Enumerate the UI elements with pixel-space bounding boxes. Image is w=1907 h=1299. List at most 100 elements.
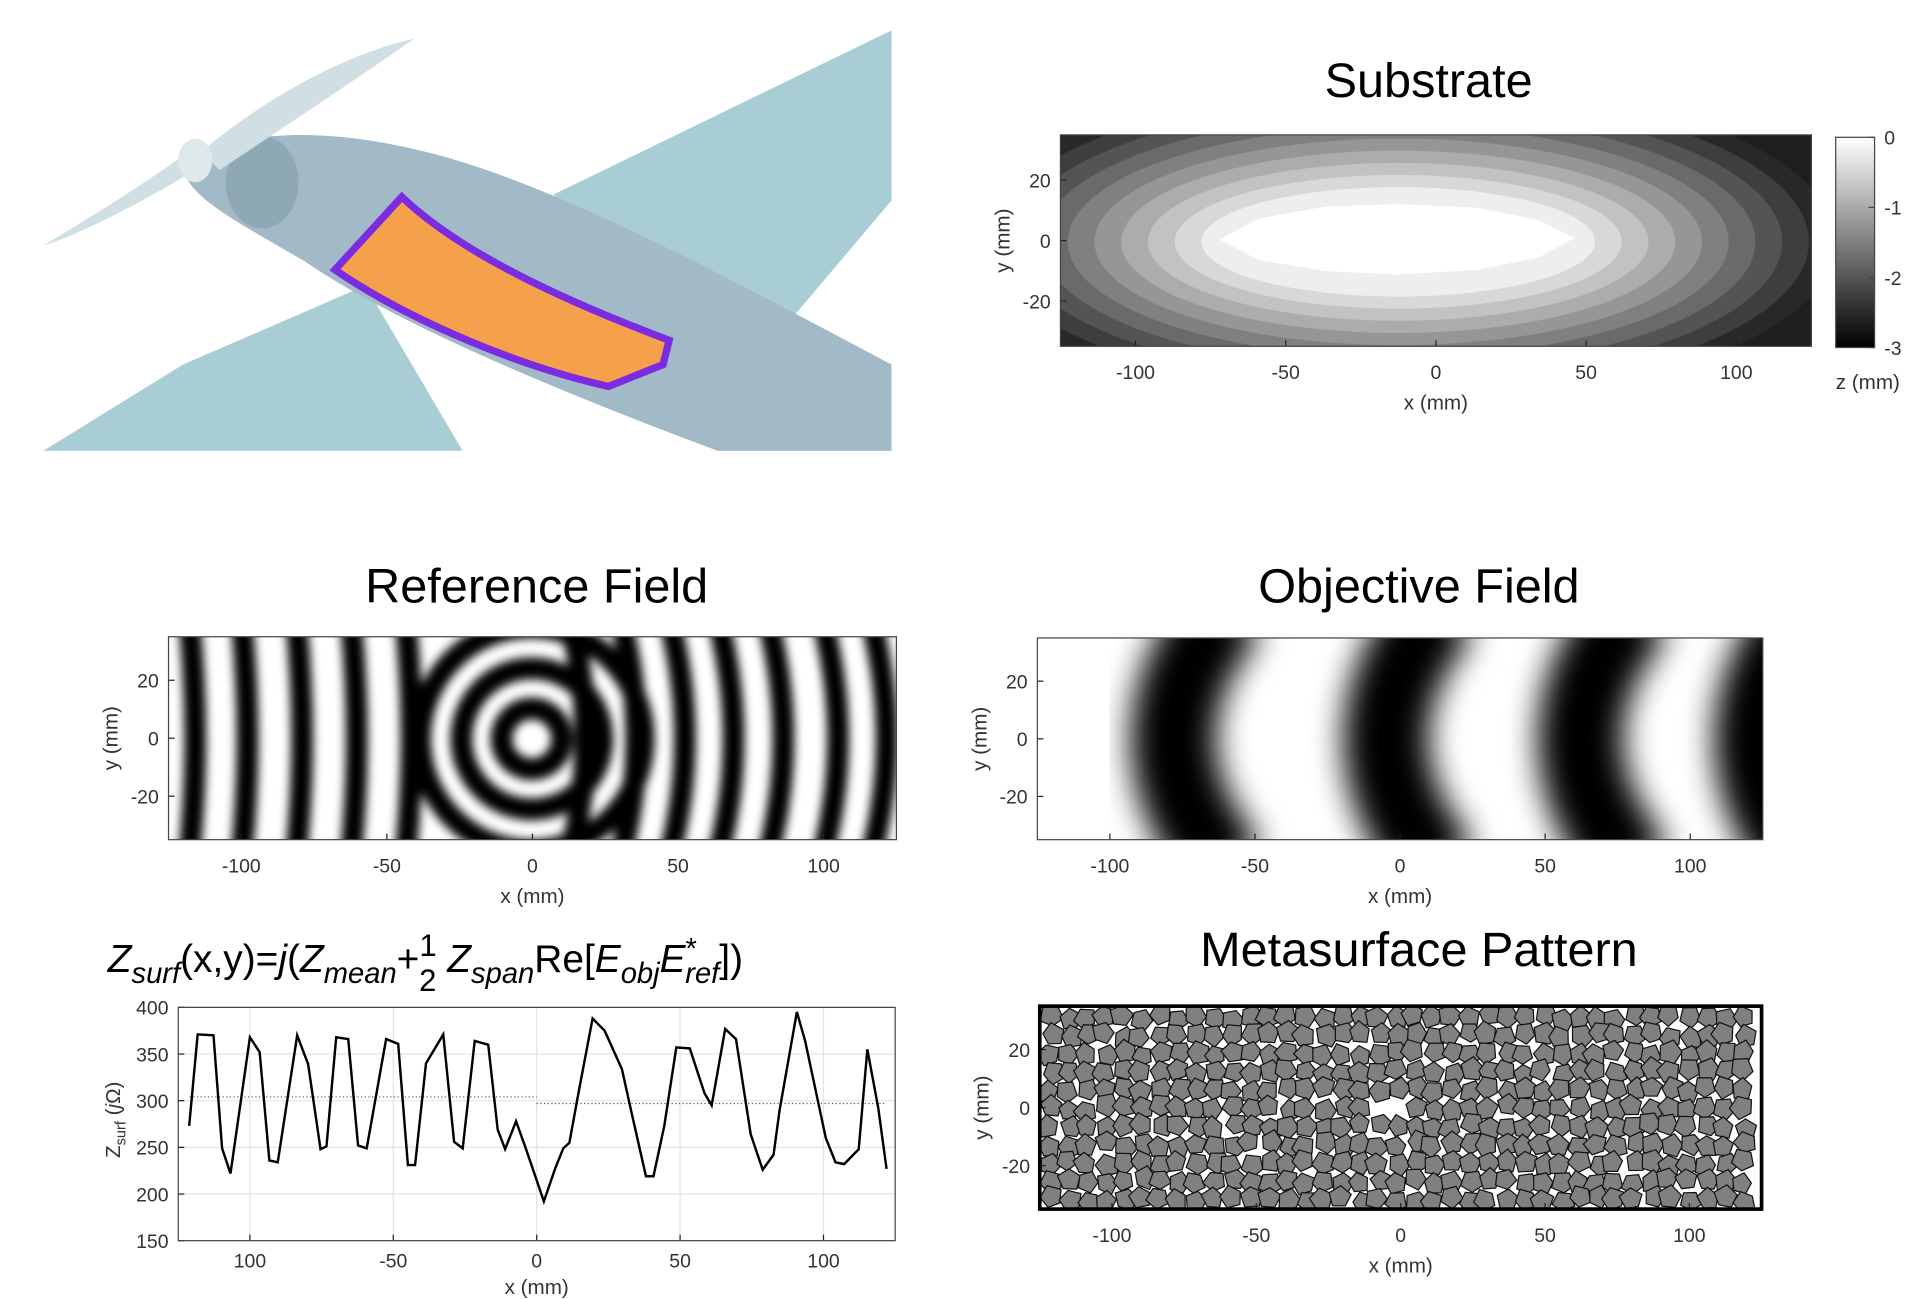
y-tick-label: 20 — [1008, 1040, 1030, 1062]
y-tick-label: 20 — [1006, 671, 1028, 693]
colorbar-label: z (mm) — [1836, 371, 1900, 394]
airplane-render — [37, 30, 891, 450]
y-axis-label: y (mm) — [971, 1076, 994, 1140]
y-axis-label: y (mm) — [99, 706, 122, 770]
x-axis-label: x (mm) — [1368, 885, 1432, 908]
chart-title-part: Z — [299, 938, 325, 981]
x-tick-label: -100 — [1093, 1225, 1132, 1247]
x-tick-label: 0 — [1431, 362, 1442, 384]
chart-title-part: Re[ — [534, 938, 595, 981]
y-tick-label: 350 — [136, 1044, 169, 1066]
x-tick-label: -100 — [1090, 855, 1129, 877]
y-axis-label-part: Ω — [102, 1088, 125, 1103]
field-band — [241, 620, 247, 857]
chart-title: Reference Field — [365, 560, 708, 614]
x-tick-label: 100 — [1673, 1225, 1706, 1247]
plot-area — [1036, 1003, 1761, 1215]
y-tick-label: 300 — [136, 1091, 169, 1113]
y-tick-label: 0 — [1017, 729, 1028, 751]
chart-title: Metasurface Pattern — [1200, 923, 1638, 977]
x-tick-label: 50 — [667, 855, 689, 877]
data-line — [189, 1012, 886, 1201]
y-tick-label: -20 — [1000, 787, 1028, 809]
x-tick-label: 100 — [1720, 362, 1753, 384]
chart-title: Zsurf(x,y)=j(Zmean+12 ZspanRe[EobjE*ref]… — [107, 928, 743, 998]
chart-title: Objective Field — [1258, 560, 1579, 614]
y-axis-label: y (mm) — [991, 208, 1014, 272]
x-tick-label: -50 — [1241, 855, 1269, 877]
x-axis-label: x (mm) — [1369, 1254, 1433, 1277]
y-tick-label: 0 — [148, 728, 159, 750]
colorbar-tick-label: -2 — [1884, 268, 1901, 290]
x-tick-label: -50 — [379, 1250, 407, 1272]
colorbar-tick-label: -3 — [1884, 338, 1901, 360]
y-axis-label-part: ) — [102, 1082, 125, 1089]
x-tick-label: 0 — [1395, 1225, 1406, 1247]
field-band — [189, 620, 195, 857]
chart-title-part: obj — [621, 958, 661, 990]
x-tick-label: 0 — [527, 855, 538, 877]
field-band — [351, 620, 357, 857]
x-tick-label: 0 — [1395, 855, 1406, 877]
x-tick-label: 50 — [1575, 362, 1597, 384]
y-axis-label-part: Z — [102, 1145, 125, 1158]
x-axis-label: x (mm) — [1404, 392, 1468, 415]
y-axis-label: y (mm) — [968, 707, 991, 771]
y-tick-label: 150 — [136, 1231, 169, 1253]
x-tick-label: 100 — [234, 1250, 267, 1272]
spinner — [178, 139, 212, 183]
colorbar-tick-label: 0 — [1884, 128, 1895, 150]
y-tick-label: 20 — [137, 671, 159, 693]
plot-area — [961, 78, 1836, 406]
chart-title-part: ]) — [719, 938, 743, 981]
chart-title: Substrate — [1325, 54, 1533, 108]
y-tick-label: 0 — [1040, 231, 1051, 253]
chart-title-part: 1 — [419, 928, 436, 963]
x-tick-label: -50 — [1272, 362, 1300, 384]
chart-title-part: E — [660, 938, 687, 981]
y-tick-label: 400 — [136, 998, 169, 1020]
chart-title-part: surf — [132, 958, 184, 990]
y-tick-label: -20 — [1002, 1156, 1030, 1178]
chart-title-part: ref — [685, 958, 722, 990]
y-tick-label: 250 — [136, 1138, 169, 1160]
plot-area — [1037, 608, 1811, 870]
chart-title-part: ( — [287, 938, 300, 981]
x-tick-label: -100 — [222, 855, 261, 877]
colorbar — [1836, 137, 1875, 347]
chart-title-part: mean — [324, 958, 397, 990]
x-tick-label: 100 — [807, 855, 840, 877]
x-tick-label: 50 — [1534, 1225, 1556, 1247]
page: Substrate-20020-100-50050100x (mm)y (mm)… — [0, 0, 1907, 1299]
y-tick-label: -20 — [131, 786, 159, 808]
x-tick-label: 100 — [807, 1250, 840, 1272]
plot-area — [169, 620, 897, 857]
y-axis-label: Zsurf (jΩ) — [102, 1082, 129, 1158]
chart-title-part: span — [471, 958, 534, 990]
chart-title-part: Z — [436, 938, 472, 981]
y-tick-label: 200 — [136, 1184, 169, 1206]
chart-title-part: 2 — [419, 963, 436, 998]
y-tick-label: 0 — [1019, 1098, 1030, 1120]
chart-title-part: + — [397, 938, 420, 981]
chart-title-part: (x,y)= — [180, 938, 278, 981]
figure: Substrate-20020-100-50050100x (mm)y (mm)… — [0, 0, 1907, 1299]
colorbar-tick-label: -1 — [1884, 198, 1901, 220]
y-tick-label: -20 — [1023, 291, 1051, 313]
chart-title-part: Z — [107, 938, 133, 981]
x-tick-label: -50 — [1242, 1225, 1270, 1247]
x-tick-label: 0 — [531, 1250, 542, 1272]
chart-title-part: E — [595, 938, 622, 981]
x-tick-label: 100 — [1674, 855, 1707, 877]
field-band — [296, 620, 302, 857]
x-tick-label: -50 — [373, 855, 401, 877]
field-band — [1757, 608, 1812, 870]
y-tick-label: 20 — [1029, 170, 1051, 192]
y-axis-label-part: ( — [102, 1108, 125, 1121]
x-axis-label: x (mm) — [500, 885, 564, 908]
x-tick-label: 50 — [669, 1250, 691, 1272]
x-tick-label: -100 — [1116, 362, 1155, 384]
x-tick-label: 50 — [1534, 855, 1556, 877]
y-axis-label-part: surf — [113, 1120, 129, 1145]
x-axis-label: x (mm) — [505, 1276, 569, 1299]
